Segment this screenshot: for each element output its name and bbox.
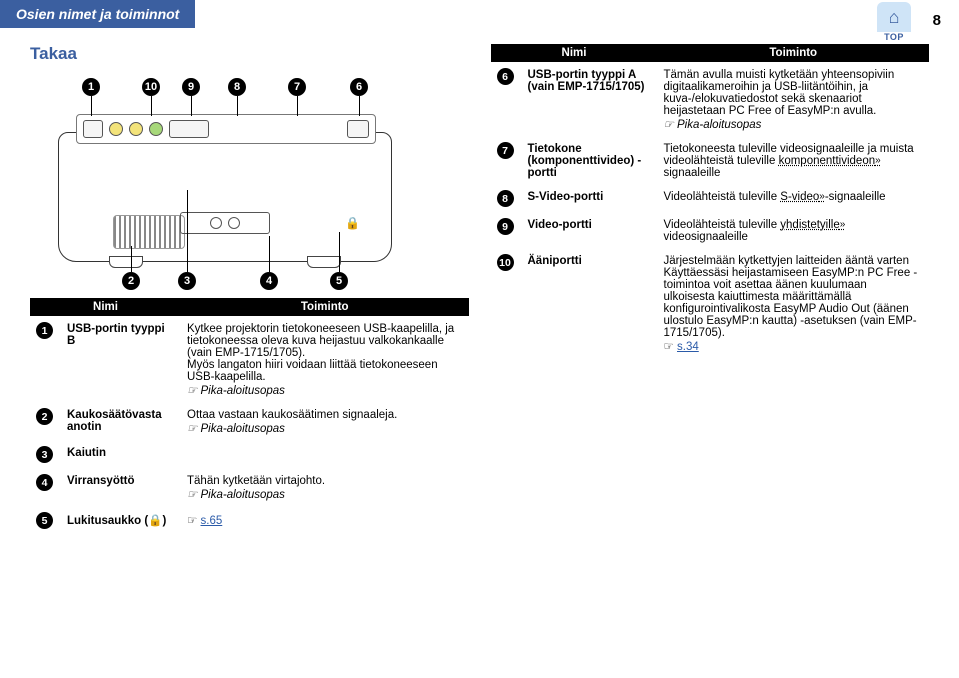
row-desc: Järjestelmään kytkettyjen laitteiden ään…	[658, 250, 930, 360]
right-table: Nimi Toiminto 6 USB-portin tyyppi A (vai…	[491, 44, 930, 360]
row-name: S-Video-portti	[522, 186, 658, 214]
row-desc: Ottaa vastaan kaukosäätimen signaaleja. …	[181, 404, 469, 442]
row-num: 7	[497, 142, 514, 159]
callout-6: 6	[350, 78, 368, 96]
table-row: 3 Kaiutin	[30, 442, 469, 470]
row-num: 2	[36, 408, 53, 425]
table-row: 5 Lukitusaukko (🔒) s.65	[30, 508, 469, 536]
row-name: Lukitusaukko (🔒)	[61, 508, 181, 536]
row-name: Tietokone (komponenttivideo) -portti	[522, 138, 658, 186]
row-desc: Videolähteistä tuleville yhdistetyille v…	[658, 214, 930, 250]
glossary-link[interactable]: yhdistetyille	[780, 219, 845, 231]
page-link[interactable]: s.34	[677, 341, 699, 353]
page-number: 8	[933, 12, 941, 29]
callout-8: 8	[228, 78, 246, 96]
top-nav[interactable]: ⌂ TOP	[877, 2, 911, 42]
table-header-row: Nimi Toiminto	[491, 44, 930, 63]
table-row: 6 USB-portin tyyppi A (vain EMP-1715/170…	[491, 63, 930, 138]
ref-link[interactable]: Pika-aloitusopas	[664, 119, 762, 131]
glossary-link[interactable]: S-video	[780, 191, 825, 203]
row-num: 8	[497, 190, 514, 207]
callout-5: 5	[330, 272, 348, 290]
ref-link[interactable]: Pika-aloitusopas	[187, 385, 285, 397]
row-num: 1	[36, 322, 53, 339]
row-name: Kaukosäätövasta anotin	[61, 404, 181, 442]
table-row: 4 Virransyöttö Tähän kytketään virtajoht…	[30, 470, 469, 508]
svideo-port-icon	[149, 122, 163, 136]
row-desc: Kytkee projektorin tietokoneeseen USB-ka…	[181, 317, 469, 404]
callout-10: 10	[142, 78, 160, 96]
callout-1: 1	[82, 78, 100, 96]
table-row: 7 Tietokone (komponenttivideo) -portti T…	[491, 138, 930, 186]
ref-link[interactable]: Pika-aloitusopas	[187, 423, 285, 435]
col-name: Nimi	[491, 44, 658, 63]
row-num: 6	[497, 68, 514, 85]
table-row: 8 S-Video-portti Videolähteistä tulevill…	[491, 186, 930, 214]
right-column: Nimi Toiminto 6 USB-portin tyyppi A (vai…	[491, 44, 930, 536]
usb-b-port-icon	[83, 120, 103, 138]
row-num: 3	[36, 446, 53, 463]
vga-port-icon	[169, 120, 209, 138]
row-name: Video-portti	[522, 214, 658, 250]
speaker-grille-icon	[113, 215, 185, 249]
row-name: USB-portin tyyppi A (vain EMP-1715/1705)	[522, 63, 658, 138]
callout-3: 3	[178, 272, 196, 290]
page-title: Osien nimet ja toiminnot	[0, 0, 195, 28]
lock-icon: 🔒	[345, 216, 360, 230]
home-icon: ⌂	[877, 2, 911, 32]
audio-port-icon	[109, 122, 123, 136]
rear-diagram: 🔒 1 10 9 8 7 6 2 3 4 5	[30, 72, 410, 292]
callout-2: 2	[122, 272, 140, 290]
row-num: 5	[36, 512, 53, 529]
glossary-link[interactable]: komponenttivideon	[779, 155, 881, 167]
table-row: 10 Ääniportti Järjestelmään kytkettyjen …	[491, 250, 930, 360]
col-func: Toiminto	[181, 298, 469, 317]
table-row: 2 Kaukosäätövasta anotin Ottaa vastaan k…	[30, 404, 469, 442]
projector-body	[58, 132, 392, 262]
left-table: Nimi Toiminto 1 USB-portin tyyppi B Kytk…	[30, 298, 469, 536]
content: Takaa 🔒 1 10 9	[0, 34, 959, 536]
row-desc: Tähän kytketään virtajohto. Pika-aloitus…	[181, 470, 469, 508]
callout-9: 9	[182, 78, 200, 96]
row-name: Virransyöttö	[61, 470, 181, 508]
row-desc: Videolähteistä tuleville S-video-signaal…	[658, 186, 930, 214]
page-link[interactable]: s.65	[201, 515, 223, 527]
row-desc	[181, 442, 469, 470]
usb-a-port-icon	[347, 120, 369, 138]
header-bar: Osien nimet ja toiminnot ⌂ TOP 8	[0, 0, 959, 34]
foot-icon	[307, 256, 341, 268]
row-num: 4	[36, 474, 53, 491]
table-row: 9 Video-portti Videolähteistä tuleville …	[491, 214, 930, 250]
row-name: Ääniportti	[522, 250, 658, 360]
table-row: 1 USB-portin tyyppi B Kytkee projektorin…	[30, 317, 469, 404]
left-column: Takaa 🔒 1 10 9	[30, 44, 469, 536]
port-row	[76, 114, 376, 144]
ref-link[interactable]: Pika-aloitusopas	[187, 489, 285, 501]
top-label: TOP	[877, 32, 911, 42]
row-desc: s.65	[181, 508, 469, 536]
callout-4: 4	[260, 272, 278, 290]
video-port-icon	[129, 122, 143, 136]
power-slot-icon	[180, 212, 270, 234]
table-header-row: Nimi Toiminto	[30, 298, 469, 317]
col-name: Nimi	[30, 298, 181, 317]
row-desc: Tietokoneesta tuleville videosignaaleill…	[658, 138, 930, 186]
callout-7: 7	[288, 78, 306, 96]
section-title: Takaa	[30, 44, 469, 64]
row-name: Kaiutin	[61, 442, 181, 470]
row-num: 10	[497, 254, 514, 271]
row-desc: Tämän avulla muisti kytketään yhteensopi…	[658, 63, 930, 138]
foot-icon	[109, 256, 143, 268]
row-num: 9	[497, 218, 514, 235]
col-func: Toiminto	[658, 44, 930, 63]
row-name: USB-portin tyyppi B	[61, 317, 181, 404]
